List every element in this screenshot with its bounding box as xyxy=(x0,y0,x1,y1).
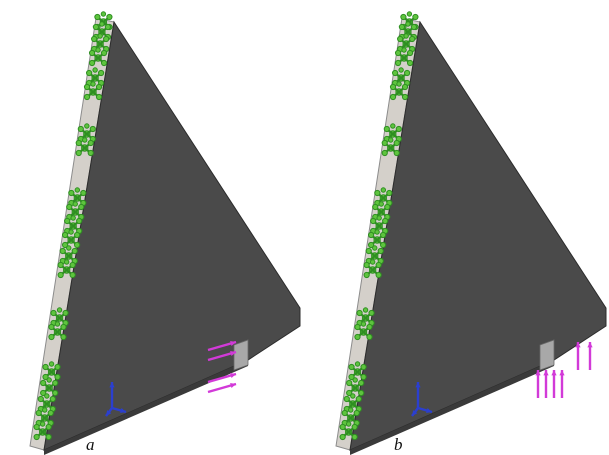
triad-z-axis xyxy=(411,407,419,417)
bottom-edge xyxy=(44,360,248,455)
force-arrow-icon xyxy=(207,340,237,394)
triad-z-axis-head xyxy=(106,410,112,416)
force-arrow-icon-head xyxy=(230,372,236,378)
triad-x-axis xyxy=(111,406,127,414)
notch-face xyxy=(539,339,555,371)
force-arrow-icon xyxy=(207,372,237,384)
notch-face xyxy=(233,339,249,371)
triad-x-axis xyxy=(417,406,433,414)
panel-a xyxy=(29,10,301,455)
force-arrow-icon xyxy=(543,370,549,398)
triad-x-axis-head xyxy=(120,408,126,414)
coordinate-triad-icon xyxy=(105,382,127,417)
force-arrow-icon xyxy=(207,382,237,394)
coordinate-triad-icon xyxy=(411,382,433,417)
force-arrow-icon-head xyxy=(575,342,581,348)
triad-y-axis xyxy=(109,382,115,408)
force-arrow-icon xyxy=(559,370,565,398)
force-arrow-icon-head xyxy=(551,370,557,376)
triad-z-axis xyxy=(105,407,113,417)
triad-y-axis-head xyxy=(415,382,421,388)
panel-b-label: b xyxy=(394,435,403,454)
triad-x-axis-head xyxy=(426,408,432,414)
triangle-face xyxy=(349,20,607,451)
force-arrow-icon xyxy=(535,370,541,398)
force-arrow-icon-head xyxy=(230,350,236,356)
panel-b xyxy=(335,10,607,455)
force-arrow-icon-head xyxy=(587,342,593,348)
bottom-edge xyxy=(350,360,554,455)
triad-y-axis-head xyxy=(109,382,115,388)
force-arrow-icon xyxy=(551,370,557,398)
force-arrow-icon-head xyxy=(535,370,541,376)
force-arrow-icon xyxy=(535,342,593,398)
panel-a-label: a xyxy=(86,435,95,454)
triangle-face xyxy=(43,20,301,451)
force-arrow-icon-head xyxy=(543,370,549,376)
force-arrow-icon-head xyxy=(230,340,236,346)
force-arrow-icon-head xyxy=(230,382,236,388)
force-arrow-icon xyxy=(207,340,237,352)
force-arrow-icon xyxy=(587,342,593,370)
triad-y-axis xyxy=(415,382,421,408)
force-arrow-icon-head xyxy=(559,370,565,376)
force-arrow-icon xyxy=(207,350,237,362)
force-arrow-icon xyxy=(575,342,581,370)
triad-z-axis-head xyxy=(412,410,418,416)
